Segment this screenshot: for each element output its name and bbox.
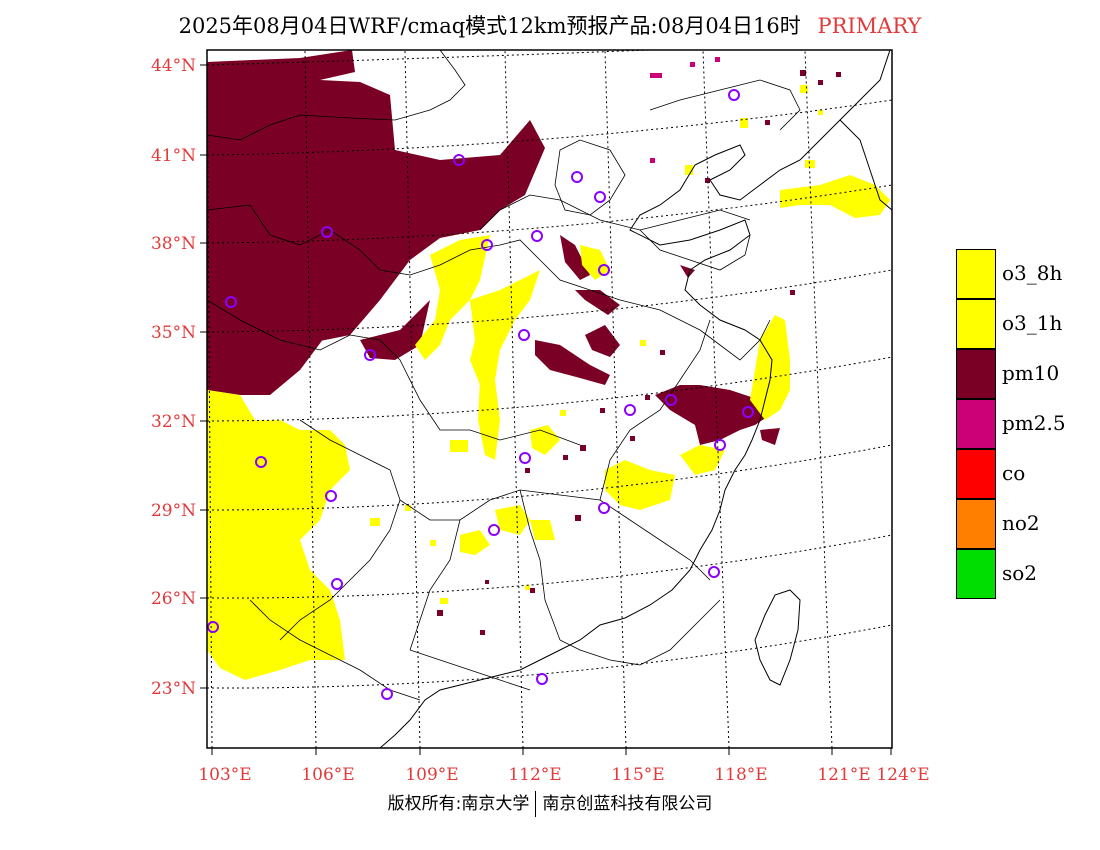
lon-label: 115°E [611, 765, 664, 785]
legend-item-o3-1h: o3_1h [956, 299, 1096, 349]
taiwan-island [754, 589, 801, 686]
legend-swatch [956, 299, 996, 349]
legend-swatch [956, 449, 996, 499]
lat-labels: 44°N 41°N 38°N 35°N 32°N 29°N 26°N 23°N [151, 56, 196, 699]
o3-region-east-coast [750, 315, 790, 420]
pm10-region-central-3 [585, 325, 620, 357]
lat-label: 35°N [151, 323, 196, 343]
map-title: 2025年08月04日WRF/cmaq模式12km预报产品:08月04日16时 … [0, 10, 1100, 40]
legend-label: o3_8h [1002, 261, 1063, 285]
lon-label: 118°E [714, 765, 767, 785]
o3-region-zhejiang [680, 445, 725, 475]
legend-swatch [956, 249, 996, 299]
pm10-region-delta [655, 385, 770, 445]
monitoring-stations [207, 89, 754, 700]
lat-label: 32°N [151, 412, 196, 432]
legend-label: co [1002, 461, 1026, 485]
o3-region-henan [470, 270, 540, 385]
map-content [207, 50, 892, 748]
o3-dots [370, 85, 823, 604]
lat-label: 29°N [151, 501, 196, 521]
legend-swatch [956, 349, 996, 399]
pm10-region-corridor [360, 300, 430, 360]
o3-region-shandong-sea [780, 175, 890, 218]
map-frame [206, 49, 893, 749]
copyright-footer: 版权所有:南京大学 南京创蓝科技有限公司 [0, 789, 1100, 817]
pm10-region-east-1 [680, 265, 695, 278]
legend-swatch [956, 549, 996, 599]
pm10-regions [207, 50, 780, 445]
legend-label: no2 [1002, 511, 1040, 535]
coastline [379, 50, 892, 748]
lat-label: 38°N [151, 234, 196, 254]
lat-label: 41°N [151, 146, 196, 166]
pm10-region-northwest [207, 108, 360, 150]
lat-label: 23°N [151, 679, 196, 699]
footer-separator [535, 791, 537, 817]
lat-label: 26°N [151, 589, 196, 609]
legend-item-co: co [956, 449, 1096, 499]
o3-region-hunan-2 [530, 520, 555, 540]
lon-labels: 103°E 106°E 109°E 112°E 115°E 118°E 121°… [198, 765, 929, 785]
legend-swatch [956, 499, 996, 549]
title-primary-label: PRIMARY [817, 14, 922, 38]
lon-gridlines [207, 50, 833, 748]
legend-item-pm25: pm2.5 [956, 399, 1096, 449]
pm25-dots [650, 57, 720, 163]
o3-region-sichuan-border [207, 500, 270, 575]
lon-label: 109°E [405, 765, 458, 785]
o3-region-hebei [580, 245, 610, 280]
o3-region-guizhou [460, 530, 490, 555]
legend-label: pm2.5 [1002, 411, 1066, 435]
axis-ticks [200, 64, 892, 755]
lon-label: 124°E [876, 765, 929, 785]
o3-region-upper-centre [530, 425, 560, 455]
lat-label: 44°N [151, 56, 196, 76]
pm10-region-centre [535, 340, 610, 385]
o3-region-jiangxi [605, 460, 675, 510]
o3-region-hubei-strip [478, 380, 500, 460]
legend-item-pm10: pm10 [956, 349, 1096, 399]
legend-item-so2: so2 [956, 549, 1096, 599]
o3-region-hunan [495, 505, 530, 535]
copyright-owner: 版权所有:南京大学 [387, 794, 530, 814]
o3-region-loess [415, 235, 490, 360]
lon-label: 121°E [817, 765, 870, 785]
title-main: 2025年08月04日WRF/cmaq模式12km预报产品:08月04日16时 [178, 14, 801, 38]
pm10-region-central-1 [560, 235, 590, 280]
province-boundaries [207, 50, 801, 701]
pm10-region-west [207, 270, 330, 395]
legend-item-no2: no2 [956, 499, 1096, 549]
legend-item-o3-8h: o3_8h [956, 249, 1096, 299]
lon-label: 112°E [508, 765, 561, 785]
legend-label: so2 [1002, 561, 1038, 585]
korea-coast [839, 119, 892, 211]
pm10-region-central-2 [575, 290, 620, 315]
lon-label: 106°E [301, 765, 354, 785]
legend-label: o3_1h [1002, 311, 1063, 335]
pm10-region-east-2 [760, 428, 780, 445]
copyright-partner: 南京创蓝科技有限公司 [542, 794, 713, 814]
legend-label: pm10 [1002, 361, 1060, 385]
pm10-dots [437, 70, 841, 635]
lon-label: 103°E [198, 765, 251, 785]
legend-swatch [956, 399, 996, 449]
